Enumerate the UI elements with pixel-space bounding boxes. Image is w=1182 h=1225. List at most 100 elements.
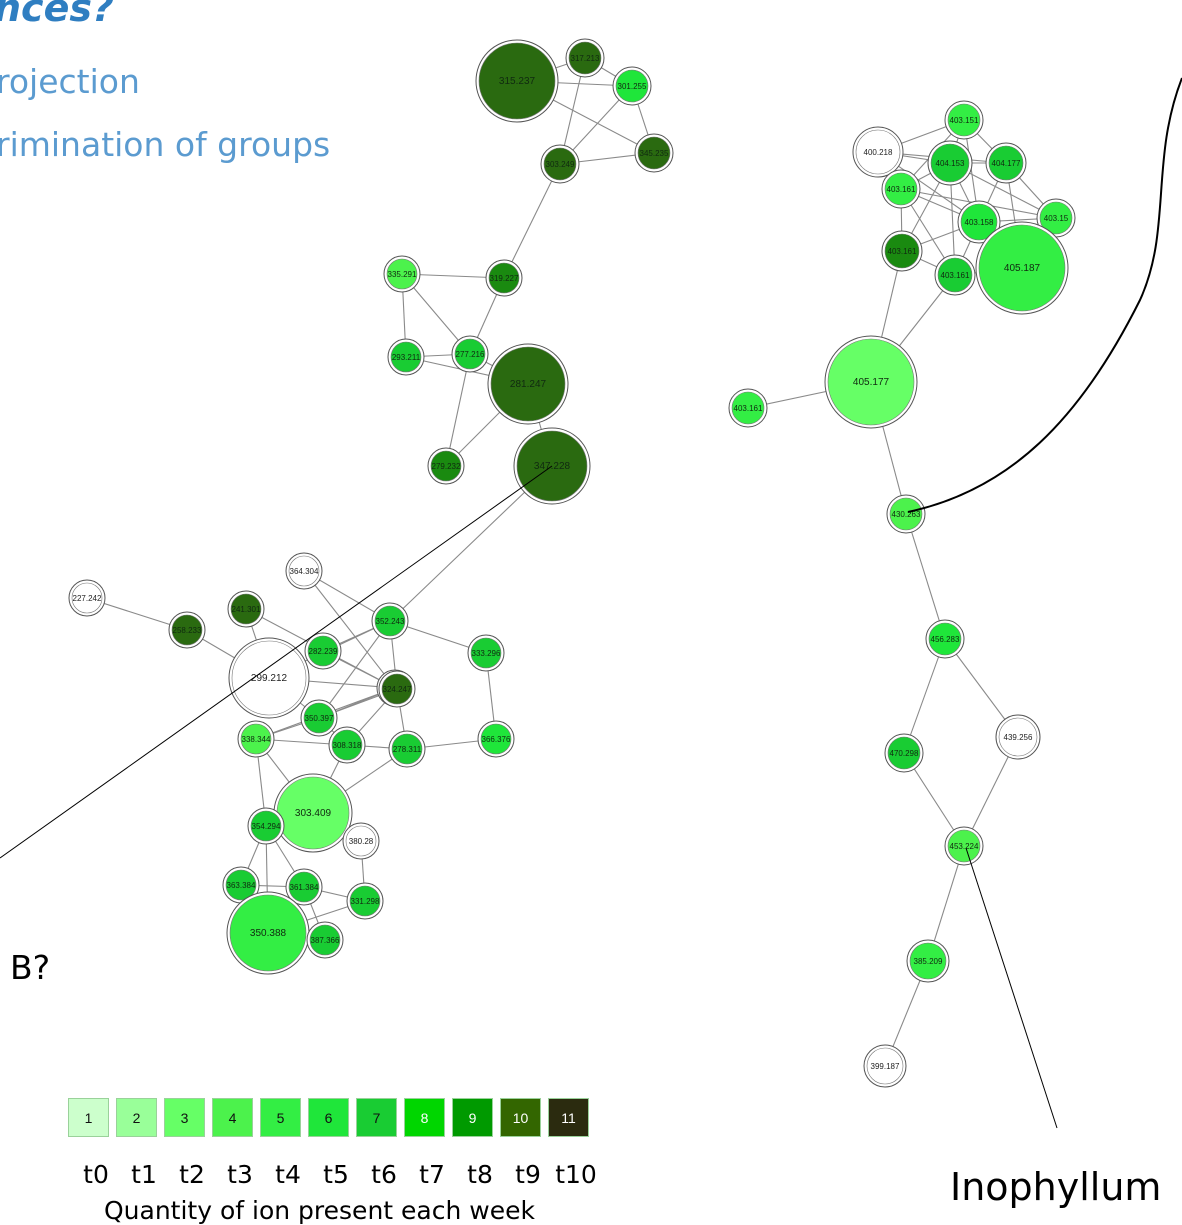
- network-node: 470.298: [884, 733, 924, 773]
- question-label: B?: [10, 948, 51, 987]
- network-node: 301.255: [612, 66, 652, 106]
- legend-swatch: 9: [452, 1098, 493, 1137]
- legend-swatch: 3: [164, 1098, 205, 1137]
- legend-swatch: 8: [404, 1098, 445, 1137]
- node-label: 403.158: [965, 218, 994, 227]
- legend-tick: t1: [131, 1160, 157, 1189]
- network-node: 361.384: [285, 868, 323, 906]
- node-fill: [309, 924, 341, 956]
- network-node: 333.296: [467, 634, 505, 672]
- node-fill: [381, 673, 413, 705]
- node-label: 380.28: [349, 837, 374, 846]
- node-fill: [288, 555, 320, 587]
- node-label: 363.384: [227, 881, 256, 890]
- node-label: 456.283: [931, 635, 960, 644]
- network-nodes: 315.237 317.213 301.255 303.249 345.235 335.2…: [68, 38, 1076, 1088]
- network-node: 281.247: [487, 343, 569, 425]
- node-label: 400.218: [864, 148, 893, 157]
- node-fill: [349, 885, 381, 917]
- node-fill: [470, 637, 502, 669]
- network-node: 403.161: [934, 254, 976, 296]
- network-node: 317.213: [565, 38, 605, 78]
- node-fill: [488, 262, 520, 294]
- node-label: 405.177: [853, 377, 890, 388]
- network-node: 363.384: [222, 866, 260, 904]
- node-fill: [998, 717, 1038, 757]
- node-fill: [480, 723, 512, 755]
- network-node: 258.233: [168, 611, 206, 649]
- node-label: 282.239: [309, 647, 338, 656]
- network-node: 299.212: [228, 637, 310, 719]
- node-label: 404.177: [992, 159, 1021, 168]
- node-fill: [391, 733, 423, 765]
- node-label: 354.294: [252, 822, 281, 831]
- node-fill: [345, 825, 377, 857]
- network-node: 324.247: [378, 670, 416, 708]
- node-fill: [887, 736, 921, 770]
- node-fill: [230, 593, 262, 625]
- network-node: 403.161: [881, 230, 923, 272]
- node-label: 324.247: [383, 685, 412, 694]
- network-node: 350.388: [226, 891, 310, 975]
- network-node: 405.177: [824, 335, 918, 429]
- node-fill: [478, 42, 556, 120]
- legend-tick: t7: [419, 1160, 445, 1189]
- node-label: 403.161: [941, 271, 970, 280]
- node-fill: [947, 829, 981, 863]
- node-fill: [928, 622, 962, 656]
- node-fill: [866, 1047, 904, 1085]
- node-label: 338.344: [242, 735, 271, 744]
- node-label: 333.296: [472, 649, 501, 658]
- legend-caption: Quantity of ion present each week: [104, 1196, 535, 1225]
- node-fill: [947, 103, 981, 137]
- node-fill: [490, 346, 566, 422]
- legend-swatch: 1: [68, 1098, 109, 1137]
- bullet-projection: rojection: [0, 62, 140, 101]
- node-label: 335.291: [388, 270, 417, 279]
- network-node: 278.311: [388, 730, 426, 768]
- node-label: 399.187: [871, 1062, 900, 1071]
- network-node: 282.239: [304, 632, 342, 670]
- node-fill: [960, 203, 998, 241]
- node-label: 317.213: [571, 54, 600, 63]
- legend-swatch: 6: [308, 1098, 349, 1137]
- node-label: 347.228: [534, 461, 571, 472]
- legend-tick: t10: [555, 1160, 597, 1189]
- node-fill: [930, 143, 970, 183]
- network-node: 350.397: [300, 699, 338, 737]
- node-fill: [884, 233, 920, 269]
- node-label: 403.161: [734, 404, 763, 413]
- network-node: 335.291: [383, 255, 421, 293]
- node-fill: [331, 729, 363, 761]
- network-node: 315.237: [475, 39, 559, 123]
- network-node: 403.151: [944, 100, 984, 140]
- node-label: 404.153: [936, 159, 965, 168]
- node-fill: [374, 605, 406, 637]
- network-node: 380.28: [342, 822, 380, 860]
- node-fill: [390, 341, 422, 373]
- node-label: 405.187: [1004, 263, 1041, 274]
- node-label: 345.235: [640, 149, 669, 158]
- legend-swatch: 11: [548, 1098, 589, 1137]
- node-fill: [637, 136, 671, 170]
- network-node: 456.283: [925, 619, 965, 659]
- network-node: 303.409: [273, 773, 353, 853]
- node-label: 278.311: [393, 745, 422, 754]
- legend-tick: t9: [515, 1160, 541, 1189]
- network-node: 227.242: [68, 579, 106, 617]
- node-label: 439.256: [1004, 733, 1033, 742]
- node-label: 241.301: [232, 605, 261, 614]
- legend-swatch: 7: [356, 1098, 397, 1137]
- network-node: 385.209: [906, 939, 950, 983]
- pointer-line-inophyllum: [965, 847, 1058, 1129]
- network-node: 403.161: [728, 388, 768, 428]
- pointer-line-b: [0, 465, 553, 859]
- network-node: 404.177: [985, 142, 1027, 184]
- network-node: 403.15: [1036, 198, 1076, 238]
- network-node: 352.243: [371, 602, 409, 640]
- node-label: 315.237: [499, 76, 536, 87]
- legend-tick: t4: [275, 1160, 301, 1189]
- node-fill: [568, 41, 602, 75]
- node-label: 277.216: [456, 350, 485, 359]
- network-node: 404.153: [927, 140, 973, 186]
